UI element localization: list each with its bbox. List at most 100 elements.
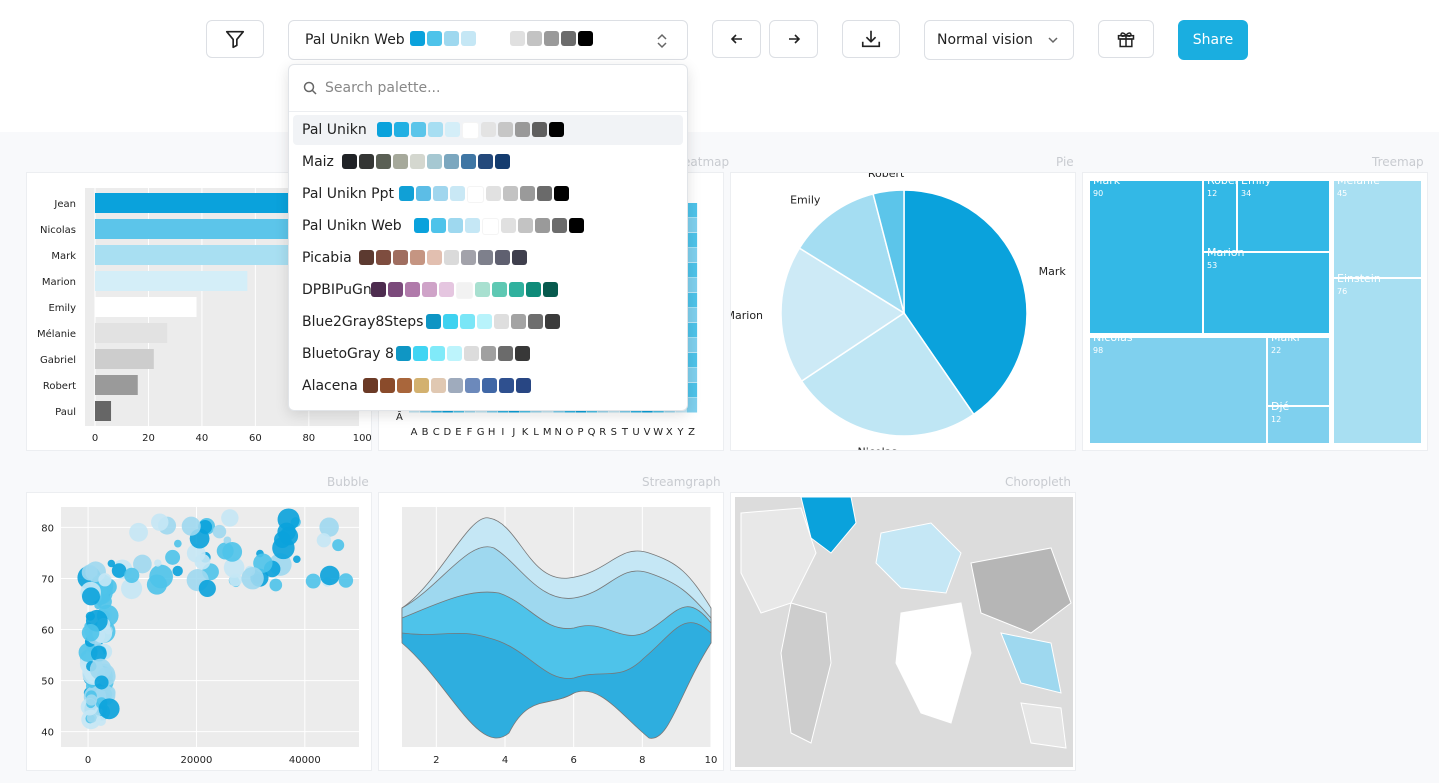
palette-swatch	[460, 314, 475, 329]
x-tick-label: W	[653, 427, 663, 438]
heat-cell	[686, 353, 698, 368]
pie-label: Emily	[790, 193, 821, 206]
prev-palette-button[interactable]	[712, 20, 761, 58]
x-tick-label: 10	[705, 755, 718, 766]
palette-swatch	[397, 378, 412, 393]
chevron-updown-icon	[657, 33, 667, 49]
vision-select[interactable]: Normal vision	[924, 20, 1074, 60]
bubble	[279, 526, 299, 546]
treemap-cell	[1090, 181, 1202, 333]
palette-option[interactable]: Blue2Gray8Steps	[293, 307, 683, 337]
y-tick-label: 50	[41, 677, 54, 688]
bubble	[212, 524, 227, 539]
treemap-value: 12	[1271, 415, 1281, 424]
bubble	[98, 573, 112, 587]
palette-option[interactable]: Pal Unikn Ppt	[293, 179, 683, 209]
palette-swatch	[456, 282, 473, 299]
x-tick-label: H	[488, 427, 496, 438]
x-tick-label: R	[599, 427, 606, 438]
palette-option-swatches	[371, 282, 560, 299]
palette-swatch	[543, 282, 558, 297]
palette-option[interactable]: Pal Unikn Web	[293, 211, 683, 241]
palette-swatch	[545, 314, 560, 329]
x-tick-label: 20000	[181, 755, 213, 766]
x-tick-label: D	[443, 427, 451, 438]
treemap-chart: Mark 90 Robert 12 Emily 34 Marion 53 Nicolas 98 Ma…	[1090, 174, 1421, 443]
pie-slice	[800, 311, 975, 437]
share-button[interactable]: Share	[1178, 20, 1248, 60]
bubble	[320, 565, 340, 586]
choropleth-card	[730, 492, 1076, 771]
gift-button[interactable]	[1098, 20, 1154, 58]
arrow-right-icon	[788, 34, 800, 44]
palette-swatch	[498, 122, 513, 137]
palette-swatch	[444, 154, 459, 169]
download-button[interactable]	[842, 20, 900, 58]
x-tick-label: S	[611, 427, 617, 438]
palette-swatch	[439, 282, 454, 297]
x-tick-label: 40000	[289, 755, 321, 766]
bubble	[107, 559, 116, 568]
palette-swatch	[465, 218, 480, 233]
next-palette-button[interactable]	[769, 20, 818, 58]
heat-cell	[686, 218, 698, 233]
x-tick-label: O	[565, 427, 573, 438]
palette-option[interactable]: Maiz	[293, 147, 683, 177]
palette-option-label: DPBIPuGn	[302, 282, 372, 298]
palette-swatch	[380, 378, 395, 393]
palette-swatch	[444, 31, 459, 46]
palette-option[interactable]: Alacena	[293, 371, 683, 401]
y-tick-label: Robert	[43, 381, 76, 392]
palette-swatch	[481, 346, 496, 361]
treemap-cell	[1204, 253, 1329, 333]
palette-swatch	[482, 218, 499, 235]
bubble	[332, 539, 345, 552]
filter-button[interactable]	[206, 20, 264, 58]
palette-select-swatches	[410, 31, 595, 46]
palette-search[interactable]: Search palette...	[289, 65, 687, 112]
heat-cell	[686, 203, 698, 218]
palette-select-value: Pal Unikn Web	[305, 32, 405, 48]
palette-option[interactable]: BluetoGray 8	[293, 339, 683, 369]
bar	[95, 245, 336, 265]
y-tick-label: Paul	[55, 407, 76, 418]
palette-swatch	[481, 122, 496, 137]
bubble	[241, 567, 264, 590]
country-shape	[1000, 632, 1062, 694]
x-tick-label: 8	[639, 755, 645, 766]
palette-swatch	[410, 154, 425, 169]
bar	[95, 349, 154, 369]
choropleth-title: Choropleth	[1005, 475, 1071, 489]
bubble	[151, 513, 169, 531]
y-tick-label: Mélanie	[37, 328, 76, 340]
palette-swatch	[495, 154, 510, 169]
treemap-value: 34	[1241, 189, 1251, 198]
palette-option[interactable]: Pal Unikn	[293, 115, 683, 145]
heat-cell	[686, 263, 698, 278]
palette-swatch	[430, 346, 445, 361]
streamgraph-title: Streamgraph	[642, 475, 721, 489]
palette-swatch	[371, 282, 386, 297]
x-tick-label: J	[511, 427, 515, 438]
palette-swatch	[516, 378, 531, 393]
palette-option[interactable]: Picabia	[293, 243, 683, 273]
palette-swatch	[492, 282, 507, 297]
bubble	[223, 557, 245, 578]
country-shape	[875, 522, 962, 594]
treemap-cell	[1204, 181, 1236, 251]
bar	[95, 271, 248, 291]
bubble	[154, 559, 162, 567]
filter-icon	[225, 30, 245, 49]
palette-swatch	[515, 346, 530, 361]
treemap-label: Marion	[1207, 246, 1245, 259]
palette-option-swatches	[426, 314, 562, 329]
bubble	[253, 553, 273, 573]
bubble	[222, 541, 243, 562]
palette-select[interactable]: Pal Unikn Web	[288, 20, 688, 60]
palette-swatch	[428, 122, 443, 137]
x-tick-label: M	[543, 427, 552, 438]
palette-option[interactable]: DPBIPuGn	[293, 275, 683, 305]
palette-option-label: Pal Unikn	[302, 122, 367, 138]
treemap-label: Malki	[1271, 331, 1300, 344]
palette-swatch	[569, 218, 584, 233]
